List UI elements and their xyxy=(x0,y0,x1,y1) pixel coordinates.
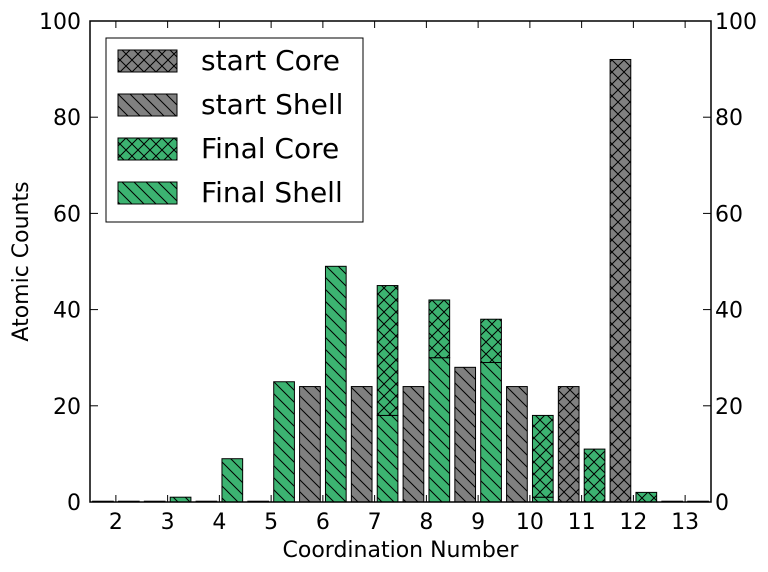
legend-label: Final Core xyxy=(201,132,339,165)
ticks-layer: 2 3 4 5 6 7 8 9 10 11 12 13 0 20 40 60 80 100 0 20 40 60 80 100 xyxy=(39,10,757,535)
x-tick-label: 12 xyxy=(619,510,647,535)
bar-hatch-start-shell-10 xyxy=(506,386,528,502)
y-tick-label-right: 0 xyxy=(715,491,729,516)
x-axis-label: Coordination Number xyxy=(283,538,520,563)
legend-swatch-hatch xyxy=(118,94,177,116)
legend-swatch-hatch xyxy=(118,50,177,72)
x-tick-label: 8 xyxy=(419,510,433,535)
legend-label: start Shell xyxy=(201,88,343,121)
legend: start Core start Shell Final Core Final She… xyxy=(105,37,364,223)
bar-hatch-start-shell-6 xyxy=(299,386,321,502)
bar-hatch-final-shell-4 xyxy=(221,458,243,502)
bars-layer xyxy=(92,58,709,503)
legend-label: Final Shell xyxy=(201,176,343,209)
legend-swatch-hatch xyxy=(118,182,177,204)
y-axis-label: Atomic Counts xyxy=(9,181,34,341)
plot-frame xyxy=(89,20,712,503)
bar-hatch-final-shell-6 xyxy=(325,266,347,502)
bar-hatch-final-shell-3 xyxy=(170,497,191,502)
bar-hatch-final-core-7 xyxy=(377,285,398,416)
bar-hatch-final-core-10 xyxy=(532,415,554,498)
x-tick-label: 5 xyxy=(264,510,278,535)
bar-hatch-final-core-8 xyxy=(428,299,450,358)
x-tick-label: 2 xyxy=(109,510,123,535)
y-tick-label: 80 xyxy=(53,106,81,131)
bar-hatch-final-shell-7 xyxy=(377,415,398,502)
x-tick-label: 4 xyxy=(212,510,226,535)
bar-hatch-final-core-9 xyxy=(480,319,502,363)
x-tick-label: 3 xyxy=(161,510,175,535)
y-tick-label-right: 40 xyxy=(715,299,743,324)
bar-hatch-start-shell-9 xyxy=(454,367,476,502)
y-tick-label: 20 xyxy=(53,395,81,420)
bar-hatch-final-shell-10 xyxy=(532,497,554,502)
y-tick-label-right: 100 xyxy=(715,10,757,35)
x-tick-label: 6 xyxy=(316,510,330,535)
bar-hatch-final-core-11 xyxy=(584,449,605,502)
bar-hatch-final-core-12 xyxy=(635,492,657,502)
bar-hatch-final-shell-5 xyxy=(273,381,295,502)
legend-label: start Core xyxy=(201,44,340,77)
bar-hatch-start-shell-7 xyxy=(351,386,373,502)
y-tick-label-right: 80 xyxy=(715,106,743,131)
bar-hatch-final-shell-9 xyxy=(480,362,502,502)
y-tick-label: 60 xyxy=(53,202,81,227)
x-tick-label: 13 xyxy=(671,510,699,535)
y-tick-label: 100 xyxy=(39,10,81,35)
bar-hatch-start-core-11 xyxy=(558,386,580,502)
x-tick-label: 10 xyxy=(516,510,544,535)
y-tick-label-right: 60 xyxy=(715,202,743,227)
x-tick-label: 7 xyxy=(368,510,382,535)
bar-hatch-final-shell-8 xyxy=(428,357,450,502)
x-tick-label: 11 xyxy=(568,510,596,535)
legend-swatch-hatch xyxy=(118,138,177,160)
y-tick-label: 40 xyxy=(53,299,81,324)
y-tick-label: 0 xyxy=(67,491,81,516)
bar-hatch-start-core-12 xyxy=(610,59,631,502)
x-tick-label: 9 xyxy=(471,510,485,535)
y-tick-label-right: 20 xyxy=(715,395,743,420)
bar-hatch-start-shell-8 xyxy=(403,386,424,502)
